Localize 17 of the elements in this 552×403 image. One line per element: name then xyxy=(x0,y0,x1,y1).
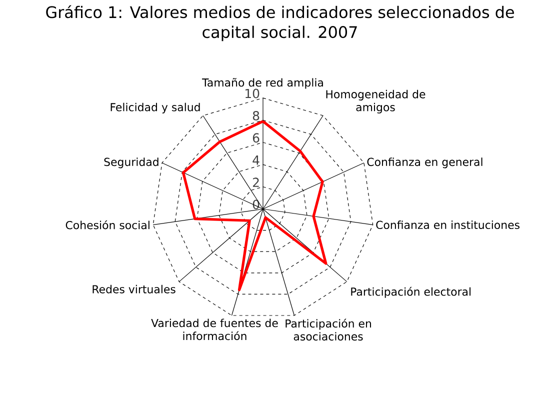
y-tick-label: 8 xyxy=(252,110,260,120)
chart-title: Gráfico 1: Valores medios de indicadores seleccionados de capital social. 2007 xyxy=(46,5,514,42)
spoke-label: Participación en asociaciones xyxy=(286,318,371,341)
spoke-label: Tamaño de red amplia xyxy=(202,78,323,89)
spoke-label: Confianza en instituciones xyxy=(376,220,520,230)
spoke-label: Variedad de fuentes de información xyxy=(151,318,278,340)
spoke-label: Confianza en general xyxy=(367,158,482,168)
spoke-label: Felicidad y salud xyxy=(110,102,200,114)
spoke-label: Cohesión social xyxy=(66,220,150,230)
y-tick-label: 2 xyxy=(252,178,259,187)
spoke-label: Seguridad xyxy=(104,158,158,168)
y-tick-label: 10 xyxy=(246,88,260,98)
spoke-label: Participación electoral xyxy=(351,286,471,298)
y-tick-label: 4 xyxy=(252,156,260,165)
spoke-label: Homogeneidad de amigos xyxy=(326,90,426,114)
y-tick-label: 6 xyxy=(252,133,260,143)
spoke-label: Redes virtuales xyxy=(92,284,176,294)
